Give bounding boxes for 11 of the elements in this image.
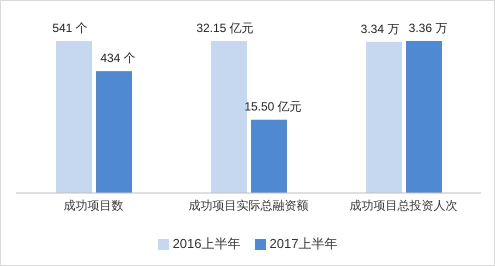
legend-label: 2017上半年 (270, 235, 338, 253)
x-tick-label: 成功项目数 (64, 198, 124, 213)
x-tick-label: 成功项目总投资人次 (350, 198, 458, 213)
data-label: 434 个 (100, 51, 136, 66)
x-tick-label: 成功项目实际总融资额 (188, 198, 308, 213)
data-label: 541 个 (52, 21, 88, 35)
data-label: 15.50 亿元 (244, 100, 302, 114)
data-label: 3.34 万 (360, 22, 400, 36)
data-label: 32.15 亿元 (196, 21, 254, 35)
legend-label: 2016上半年 (172, 235, 240, 253)
data-label: 3.36 万 (408, 21, 448, 35)
